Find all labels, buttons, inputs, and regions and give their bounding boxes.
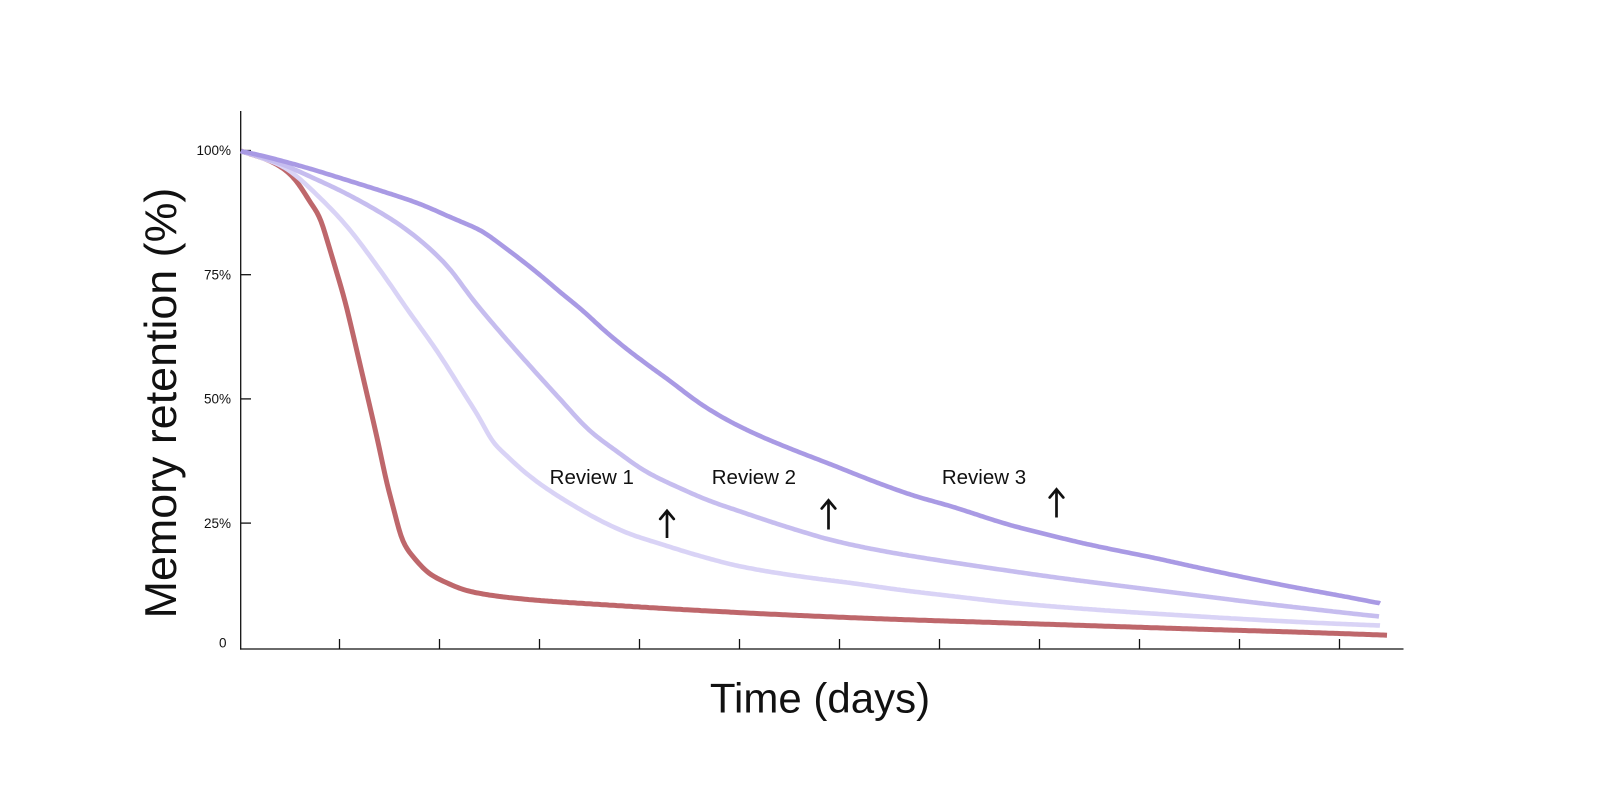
svg-text:50%: 50% <box>204 392 231 407</box>
svg-text:Time (days): Time (days) <box>710 675 930 722</box>
svg-text:100%: 100% <box>196 143 231 158</box>
svg-text:25%: 25% <box>204 516 231 531</box>
svg-text:Review 1: Review 1 <box>550 466 634 489</box>
svg-text:Memory retention (%): Memory retention (%) <box>136 188 186 619</box>
svg-text:0: 0 <box>219 636 227 651</box>
svg-text:75%: 75% <box>204 267 231 282</box>
svg-text:Review 2: Review 2 <box>712 466 796 489</box>
svg-text:Review 3: Review 3 <box>942 466 1026 489</box>
